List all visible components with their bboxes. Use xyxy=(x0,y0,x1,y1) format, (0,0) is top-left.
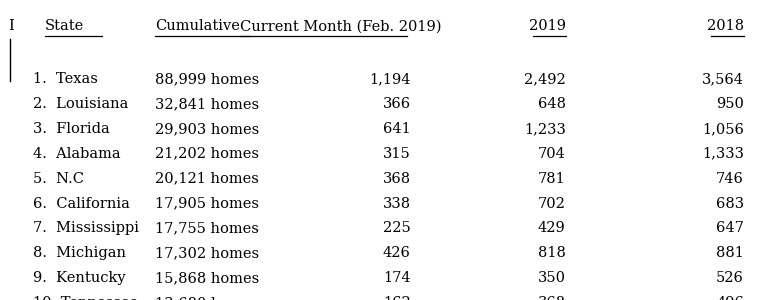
Text: 350: 350 xyxy=(538,271,566,285)
Text: 315: 315 xyxy=(383,147,411,161)
Text: 21,202 homes: 21,202 homes xyxy=(155,147,259,161)
Text: 368: 368 xyxy=(383,172,411,186)
Text: 366: 366 xyxy=(383,97,411,111)
Text: 4.  Alabama: 4. Alabama xyxy=(33,147,120,161)
Text: 429: 429 xyxy=(538,221,566,236)
Text: 496: 496 xyxy=(716,296,744,300)
Text: Current Month (Feb. 2019): Current Month (Feb. 2019) xyxy=(240,20,442,34)
Text: 1.  Texas: 1. Texas xyxy=(33,72,98,86)
Text: 648: 648 xyxy=(538,97,566,111)
Text: 781: 781 xyxy=(538,172,566,186)
Text: 17,905 homes: 17,905 homes xyxy=(155,196,259,211)
Text: 1,233: 1,233 xyxy=(524,122,566,136)
Text: 526: 526 xyxy=(716,271,744,285)
Text: 17,302 homes: 17,302 homes xyxy=(155,246,259,260)
Text: 683: 683 xyxy=(716,196,744,211)
Text: 2018: 2018 xyxy=(707,20,744,34)
Text: 950: 950 xyxy=(716,97,744,111)
Text: 3.  Florida: 3. Florida xyxy=(33,122,109,136)
Text: 368: 368 xyxy=(538,296,566,300)
Text: 746: 746 xyxy=(716,172,744,186)
Text: 7.  Mississippi: 7. Mississippi xyxy=(33,221,139,236)
Text: 1,194: 1,194 xyxy=(369,72,411,86)
Text: 9.  Kentucky: 9. Kentucky xyxy=(33,271,126,285)
Text: 88,999 homes: 88,999 homes xyxy=(155,72,260,86)
Text: 1,333: 1,333 xyxy=(702,147,744,161)
Text: 162: 162 xyxy=(383,296,411,300)
Text: 174: 174 xyxy=(383,271,411,285)
Text: 8.  Michigan: 8. Michigan xyxy=(33,246,126,260)
Text: 32,841 homes: 32,841 homes xyxy=(155,97,259,111)
Text: 2,492: 2,492 xyxy=(524,72,566,86)
Text: 704: 704 xyxy=(538,147,566,161)
Text: 2019: 2019 xyxy=(529,20,566,34)
Text: 647: 647 xyxy=(716,221,744,236)
Text: I: I xyxy=(8,20,13,34)
Text: 6.  California: 6. California xyxy=(33,196,129,211)
Text: 1,056: 1,056 xyxy=(702,122,744,136)
Text: Cumulative: Cumulative xyxy=(155,20,240,34)
Text: 5.  N.C: 5. N.C xyxy=(33,172,84,186)
Text: 29,903 homes: 29,903 homes xyxy=(155,122,260,136)
Text: 818: 818 xyxy=(538,246,566,260)
Text: 20,121 homes: 20,121 homes xyxy=(155,172,259,186)
Text: 426: 426 xyxy=(383,246,411,260)
Text: 2.  Louisiana: 2. Louisiana xyxy=(33,97,128,111)
Text: 338: 338 xyxy=(383,196,411,211)
Text: 702: 702 xyxy=(538,196,566,211)
Text: 641: 641 xyxy=(383,122,411,136)
Text: 10. Tennessee: 10. Tennessee xyxy=(33,296,138,300)
Text: State: State xyxy=(45,20,84,34)
Text: 13,680 homes: 13,680 homes xyxy=(155,296,260,300)
Text: 881: 881 xyxy=(716,246,744,260)
Text: 225: 225 xyxy=(383,221,411,236)
Text: 15,868 homes: 15,868 homes xyxy=(155,271,260,285)
Text: 17,755 homes: 17,755 homes xyxy=(155,221,259,236)
Text: 3,564: 3,564 xyxy=(702,72,744,86)
